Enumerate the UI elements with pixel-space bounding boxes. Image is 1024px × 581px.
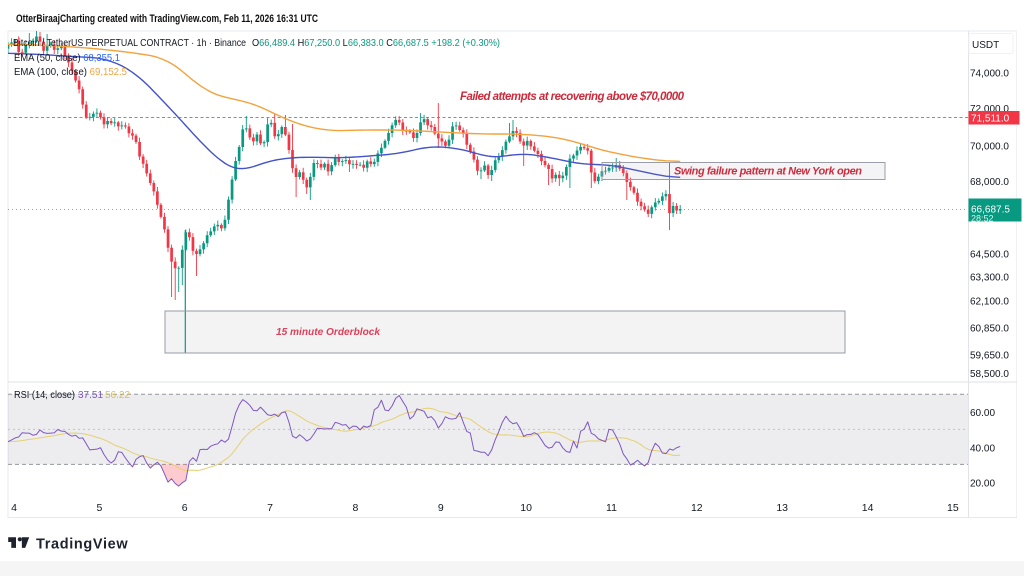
svg-text:58,500.0: 58,500.0 — [970, 369, 1009, 380]
svg-text:13: 13 — [776, 502, 788, 514]
svg-text:6: 6 — [182, 502, 188, 514]
svg-text:10: 10 — [520, 502, 532, 514]
svg-text:Swing failure pattern at New Y: Swing failure pattern at New York open — [674, 166, 862, 178]
svg-text:28:52: 28:52 — [971, 213, 994, 223]
svg-text:63,300.0: 63,300.0 — [970, 272, 1009, 283]
svg-text:USDT: USDT — [972, 40, 999, 51]
svg-text:8: 8 — [352, 502, 358, 514]
svg-text:40.00: 40.00 — [970, 444, 995, 455]
svg-text:68,000.0: 68,000.0 — [970, 177, 1009, 188]
svg-text:Failed attempts at recovering: Failed attempts at recovering above $70,… — [460, 91, 685, 103]
svg-text:71,511.0: 71,511.0 — [971, 114, 1010, 125]
svg-text:O66,489.4 H67,250.0 L66,383.0: O66,489.4 H67,250.0 L66,383.0 C66,687.5 … — [252, 37, 500, 49]
svg-text:70,000.0: 70,000.0 — [970, 141, 1009, 152]
svg-text:37.51: 37.51 — [78, 390, 103, 401]
svg-text:OtterBiraajCharting created wi: OtterBiraajCharting created with Trading… — [16, 13, 318, 25]
svg-text:EMA (100, close) 69,152.5: EMA (100, close) 69,152.5 — [14, 66, 127, 78]
svg-text:EMA (50, close) 68,355.1: EMA (50, close) 68,355.1 — [14, 52, 120, 64]
svg-text:12: 12 — [691, 502, 703, 514]
svg-text:62,100.0: 62,100.0 — [970, 296, 1009, 307]
svg-text:60,850.0: 60,850.0 — [970, 324, 1009, 335]
svg-text:60.00: 60.00 — [970, 408, 995, 419]
svg-text:Bitcoin / TetherUS PERPETUAL C: Bitcoin / TetherUS PERPETUAL CONTRACT · … — [13, 37, 246, 49]
svg-text:74,000.0: 74,000.0 — [970, 69, 1009, 80]
svg-text:20.00: 20.00 — [970, 479, 995, 490]
svg-text:RSI (14, close): RSI (14, close) — [14, 390, 75, 401]
svg-text:66,687.5: 66,687.5 — [971, 205, 1010, 216]
svg-text:5: 5 — [96, 502, 102, 514]
svg-text:64,500.0: 64,500.0 — [970, 250, 1009, 261]
svg-text:TradingView: TradingView — [36, 537, 128, 553]
svg-text:59,650.0: 59,650.0 — [970, 351, 1009, 362]
svg-text:11: 11 — [606, 502, 617, 514]
svg-text:4: 4 — [11, 502, 17, 514]
svg-text:7: 7 — [267, 502, 273, 514]
svg-text:9: 9 — [438, 502, 444, 514]
svg-text:72,000.0: 72,000.0 — [970, 104, 1009, 115]
svg-text:15 minute Orderblock: 15 minute Orderblock — [276, 327, 380, 338]
svg-text:56.22: 56.22 — [105, 390, 130, 401]
svg-text:15: 15 — [947, 502, 959, 514]
svg-text:14: 14 — [862, 502, 874, 514]
